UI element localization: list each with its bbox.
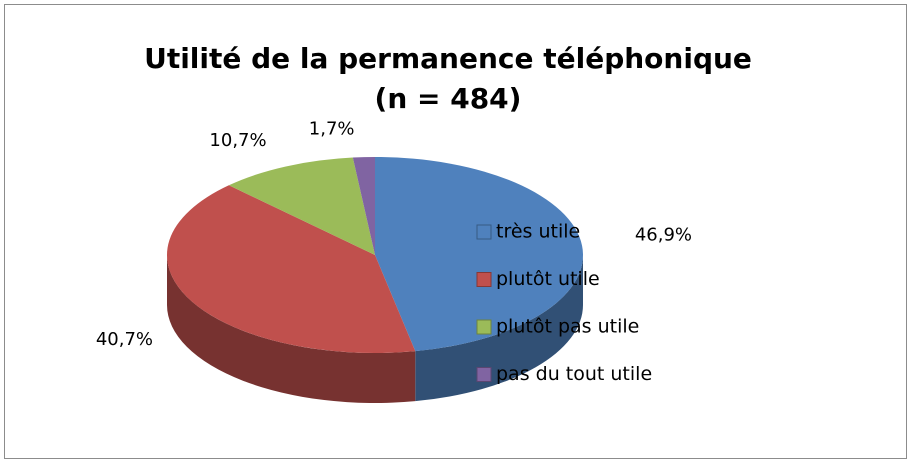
legend-swatch bbox=[476, 224, 492, 240]
legend-swatch bbox=[476, 367, 492, 382]
pie-slice bbox=[228, 157, 375, 255]
legend-label: très utile bbox=[496, 221, 580, 243]
legend-swatch bbox=[476, 272, 492, 287]
legend-swatch bbox=[476, 319, 492, 335]
pie-side bbox=[415, 255, 583, 402]
legend-label: plutôt utile bbox=[496, 268, 600, 290]
pie-slice bbox=[166, 185, 416, 354]
legend-label: plutôt pas utile bbox=[496, 316, 639, 338]
legend-label: pas du tout utile bbox=[496, 363, 652, 385]
pie-slice bbox=[375, 157, 583, 352]
chart-title: Utilité de la permanence téléphonique bbox=[144, 42, 752, 75]
data-label: 10,7% bbox=[209, 130, 266, 151]
pie-slice bbox=[352, 157, 375, 255]
data-label: 40,7% bbox=[96, 329, 153, 350]
data-label: 1,7% bbox=[309, 119, 355, 140]
pie-side bbox=[167, 255, 416, 404]
data-label: 46,9% bbox=[635, 225, 692, 246]
chart-title: (n = 484) bbox=[375, 82, 522, 115]
